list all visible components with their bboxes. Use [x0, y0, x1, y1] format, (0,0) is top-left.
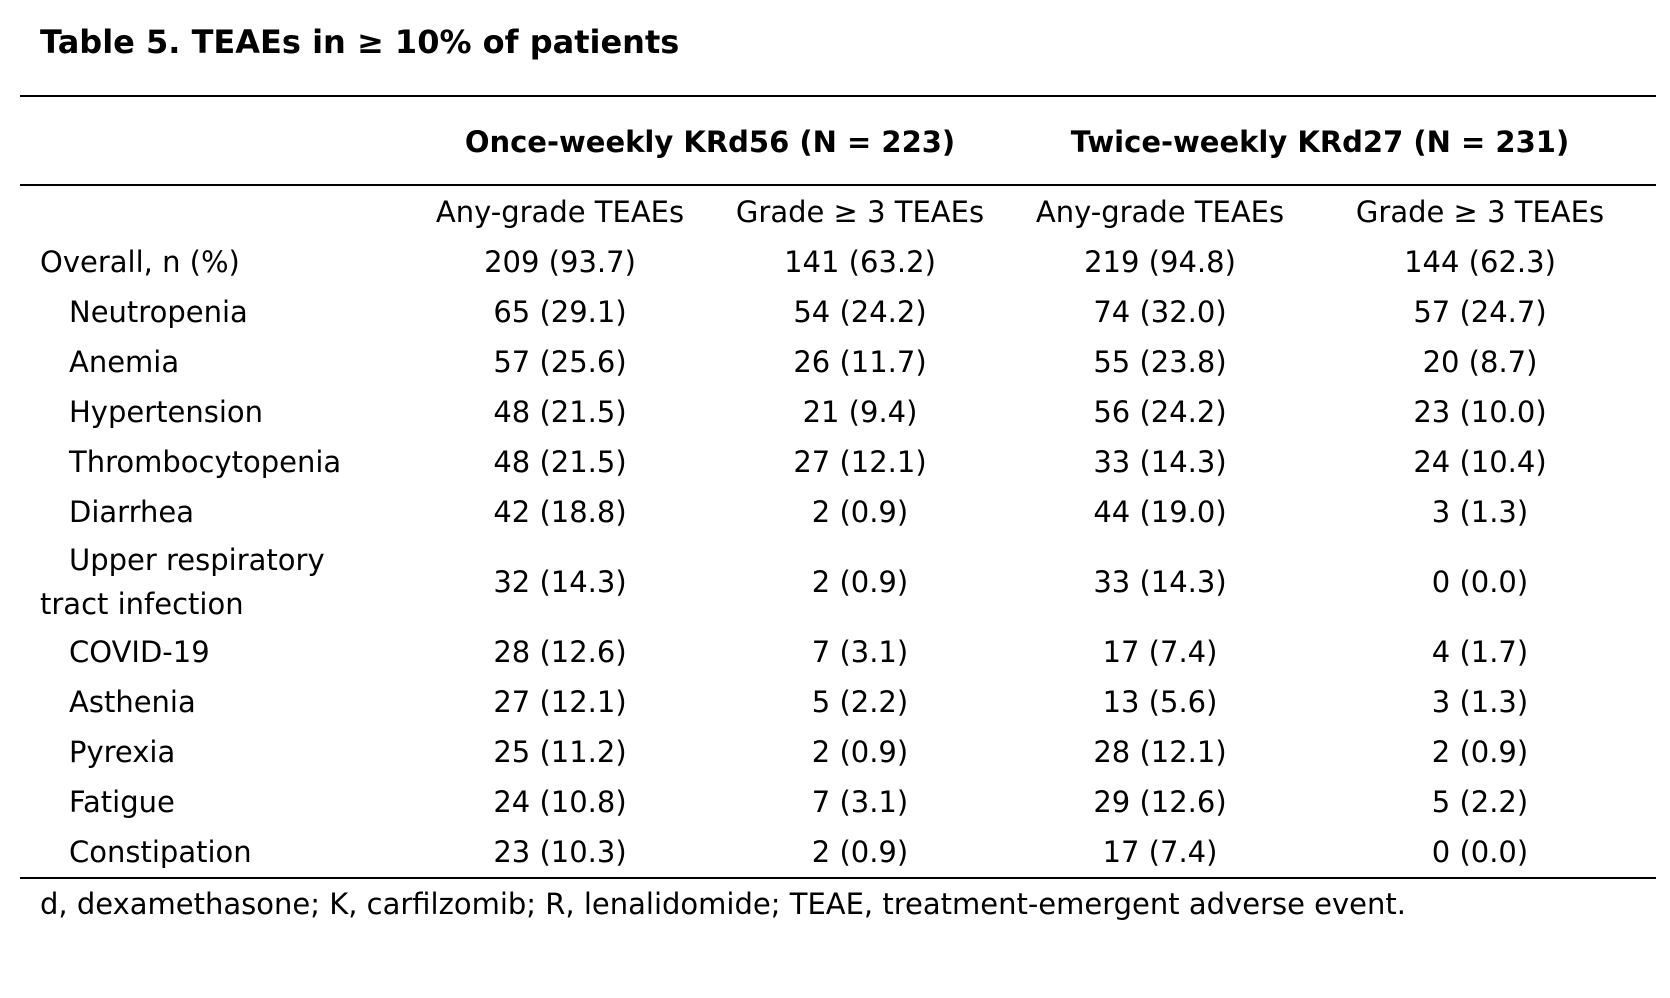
- cell-value: 2 (0.9): [811, 735, 909, 769]
- row-label: Overall, n (%): [40, 245, 240, 279]
- cell-value: 23 (10.3): [493, 835, 627, 869]
- col-header-once-any-grade: Any-grade TEAEs: [435, 195, 685, 229]
- cell-value: 48 (21.5): [493, 395, 627, 429]
- cell-value: 28 (12.1): [1093, 735, 1227, 769]
- cell-value: 21 (9.4): [802, 395, 918, 429]
- cell-value: 24 (10.8): [493, 785, 627, 819]
- cell-value: 3 (1.3): [1431, 685, 1529, 719]
- cell-value: 219 (94.8): [1084, 245, 1236, 279]
- row-label: Hypertension: [69, 395, 264, 429]
- cell-value: 29 (12.6): [1093, 785, 1227, 819]
- cell-value: 5 (2.2): [811, 685, 909, 719]
- row-label: Asthenia: [69, 685, 196, 719]
- cell-value: 2 (0.9): [811, 565, 909, 599]
- row-label: Thrombocytopenia: [69, 445, 342, 479]
- col-header-once-grade3: Grade ≥ 3 TEAEs: [735, 195, 985, 229]
- row-label: COVID-19: [69, 635, 210, 669]
- cell-value: 3 (1.3): [1431, 495, 1529, 529]
- row-label: Fatigue: [69, 785, 175, 819]
- cell-value: 33 (14.3): [1093, 565, 1227, 599]
- cell-value: 7 (3.1): [811, 785, 909, 819]
- cell-value: 26 (11.7): [793, 345, 927, 379]
- cell-value: 17 (7.4): [1102, 635, 1218, 669]
- cell-value: 23 (10.0): [1413, 395, 1547, 429]
- table-row: Upper respiratory tract infection 32 (14…: [0, 538, 1670, 626]
- cell-value: 74 (32.0): [1093, 295, 1227, 329]
- cell-value: 4 (1.7): [1431, 635, 1529, 669]
- header-rule: [20, 184, 1656, 186]
- cell-value: 54 (24.2): [793, 295, 927, 329]
- row-label: Upper respiratory tract infection: [40, 543, 325, 621]
- row-label: Diarrhea: [69, 495, 194, 529]
- cell-value: 65 (29.1): [493, 295, 627, 329]
- cell-value: 2 (0.9): [1431, 735, 1529, 769]
- col-header-twice-grade3: Grade ≥ 3 TEAEs: [1355, 195, 1605, 229]
- col-header-twice-any-grade: Any-grade TEAEs: [1035, 195, 1285, 229]
- row-label: Constipation: [69, 835, 252, 869]
- top-rule: [20, 95, 1656, 97]
- cell-value: 56 (24.2): [1093, 395, 1227, 429]
- cell-value: 33 (14.3): [1093, 445, 1227, 479]
- cell-value: 44 (19.0): [1093, 495, 1227, 529]
- cell-value: 5 (2.2): [1431, 785, 1529, 819]
- cell-value: 57 (24.7): [1413, 295, 1547, 329]
- cell-value: 141 (63.2): [784, 245, 936, 279]
- cell-value: 27 (12.1): [493, 685, 627, 719]
- cell-value: 17 (7.4): [1102, 835, 1218, 869]
- row-label: Pyrexia: [69, 735, 176, 769]
- cell-value: 2 (0.9): [811, 835, 909, 869]
- cell-value: 7 (3.1): [811, 635, 909, 669]
- cell-value: 2 (0.9): [811, 495, 909, 529]
- cell-value: 144 (62.3): [1404, 245, 1556, 279]
- cell-value: 27 (12.1): [793, 445, 927, 479]
- table-title: Table 5. TEAEs in ≥ 10% of patients: [40, 23, 680, 61]
- cell-value: 0 (0.0): [1431, 565, 1529, 599]
- group-header-twice-weekly: Twice-weekly KRd27 (N = 231): [1070, 125, 1570, 159]
- bottom-rule: [20, 877, 1656, 879]
- footnote: d, dexamethasone; K, carfilzomib; R, len…: [40, 887, 1406, 921]
- group-header-once-weekly: Once-weekly KRd56 (N = 223): [464, 125, 956, 159]
- row-label: Neutropenia: [69, 295, 248, 329]
- cell-value: 28 (12.6): [493, 635, 627, 669]
- cell-value: 48 (21.5): [493, 445, 627, 479]
- cell-value: 0 (0.0): [1431, 835, 1529, 869]
- cell-value: 13 (5.6): [1102, 685, 1218, 719]
- cell-value: 57 (25.6): [493, 345, 627, 379]
- cell-value: 209 (93.7): [484, 245, 636, 279]
- row-label: Anemia: [69, 345, 180, 379]
- cell-value: 42 (18.8): [493, 495, 627, 529]
- cell-value: 20 (8.7): [1422, 345, 1538, 379]
- cell-value: 25 (11.2): [493, 735, 627, 769]
- cell-value: 32 (14.3): [493, 565, 627, 599]
- cell-value: 55 (23.8): [1093, 345, 1227, 379]
- cell-value: 24 (10.4): [1413, 445, 1547, 479]
